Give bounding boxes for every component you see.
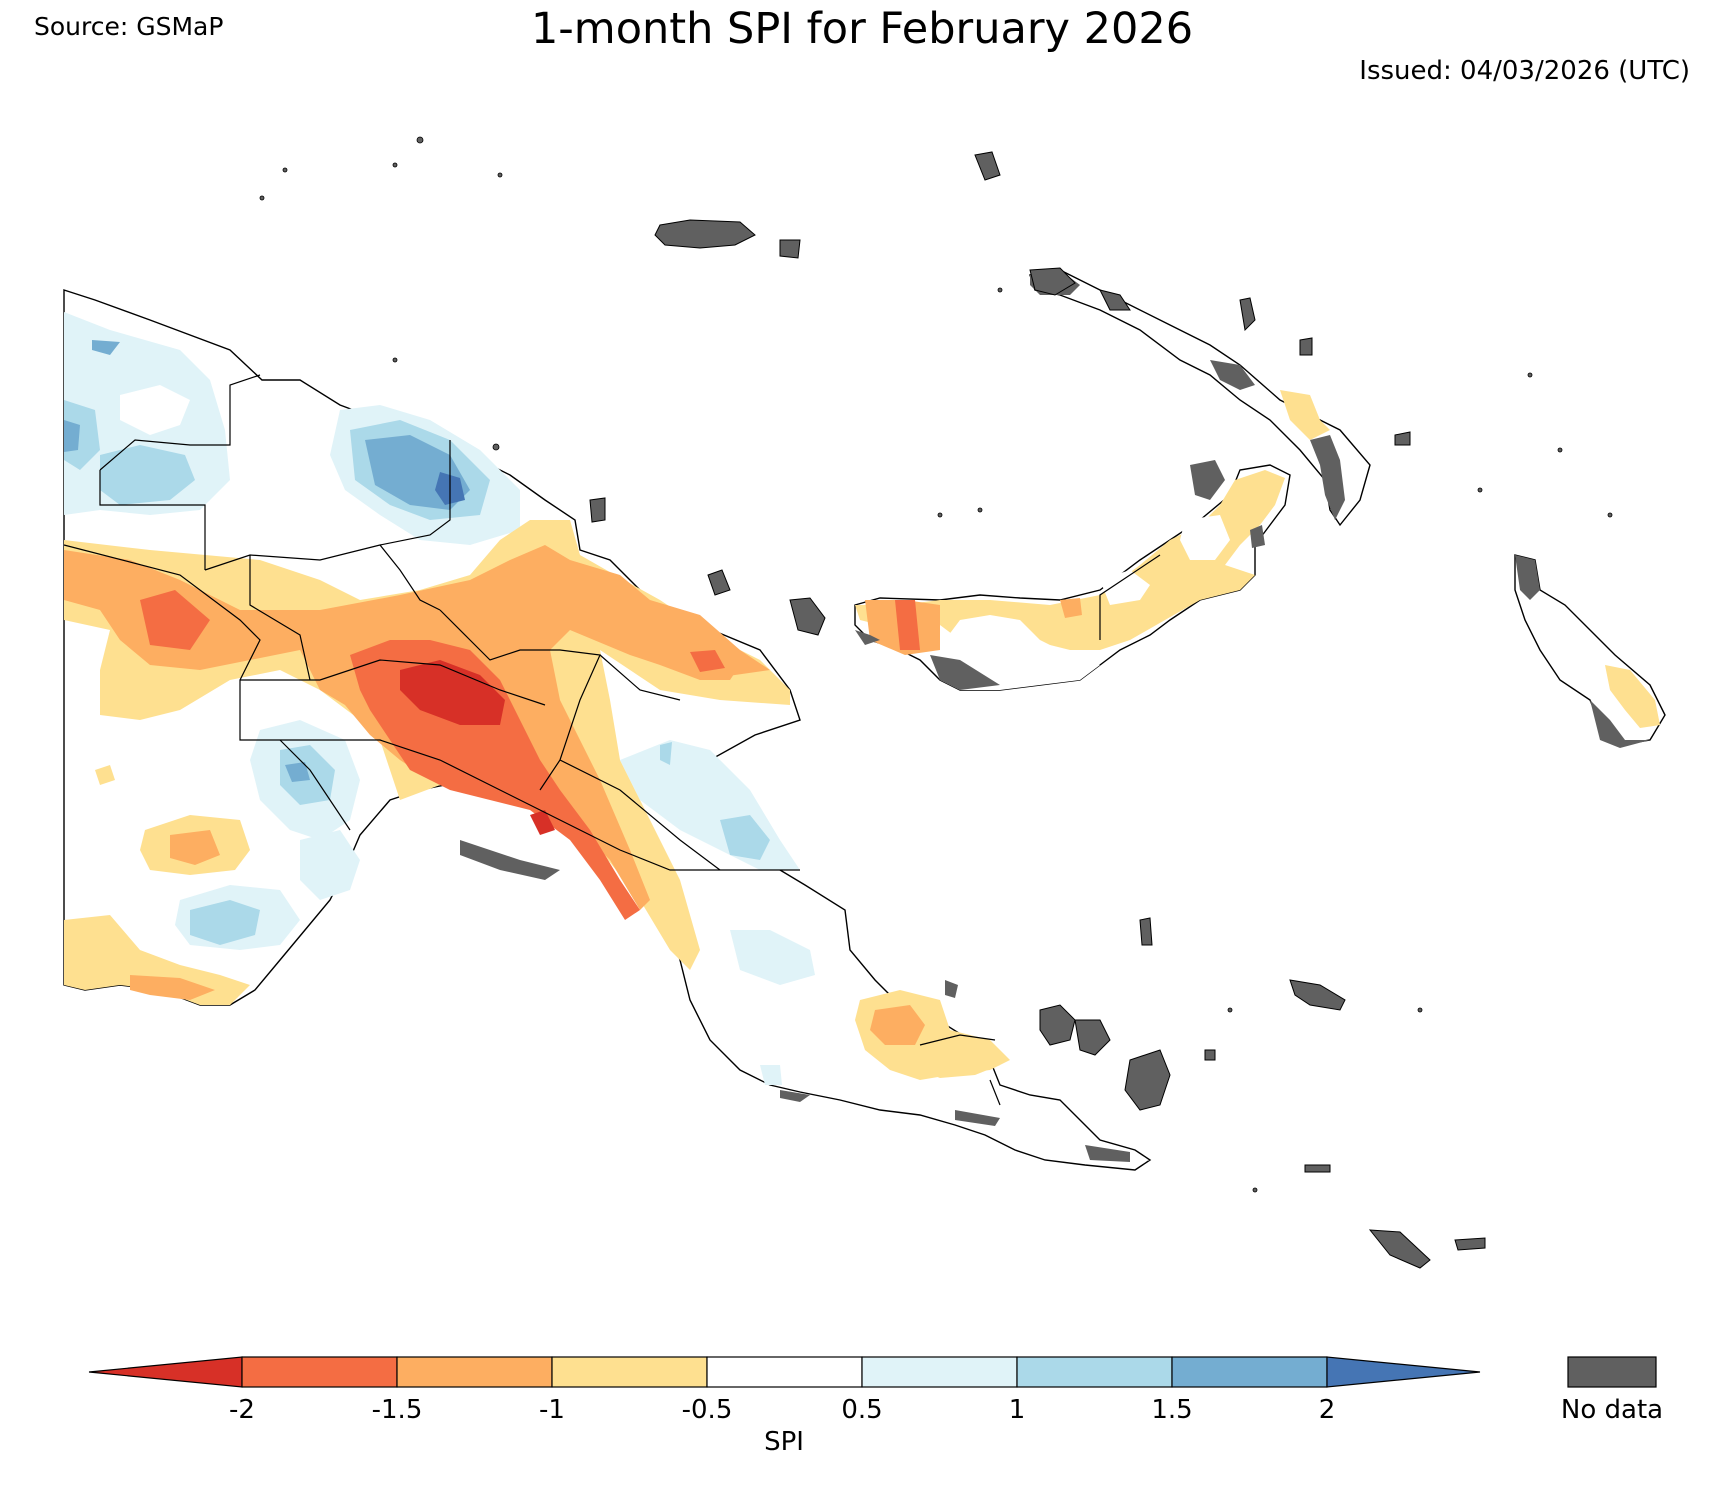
colorbar-tick-8: 2 <box>1319 1395 1336 1425</box>
new-britain <box>854 460 1291 691</box>
colorbar-bin-n2 <box>241 1356 398 1388</box>
bougainville-nodata <box>1515 555 1540 600</box>
zone-red-main <box>400 660 505 725</box>
new-ireland-nodata-mid <box>1210 360 1255 390</box>
new-ireland-nodata-s <box>1310 435 1345 520</box>
colorbar-label: SPI <box>764 1427 804 1457</box>
issued-date: Issued: 04/03/2026 (UTC) <box>1359 56 1690 86</box>
new-britain-nodata <box>930 655 1000 690</box>
no-data-coast-se3 <box>1085 1145 1130 1162</box>
no-data-coast-se2 <box>955 1110 1000 1126</box>
zone-orange-sw <box>170 830 220 865</box>
new-britain-yellow <box>855 470 1285 655</box>
no-data-label: No data <box>1561 1395 1663 1425</box>
new-britain-white2 <box>1100 570 1150 605</box>
map-title: 1-month SPI for February 2026 <box>530 4 1194 54</box>
mainland <box>63 289 1152 1171</box>
no-data-coast-se <box>780 1090 810 1102</box>
zone-blue-east2 <box>660 742 672 765</box>
zone-red-orange-central <box>140 590 210 650</box>
zone-blue-east <box>720 815 770 860</box>
zone-yellow-s <box>64 915 250 1005</box>
bougainville-nodata2 <box>1590 700 1650 748</box>
zone-blue-west-2 <box>64 400 100 470</box>
colorbar-tick-3: -1 <box>539 1395 565 1425</box>
bougainville-yellow <box>1605 665 1660 728</box>
colorbar-tick-4: -0.5 <box>682 1395 733 1425</box>
zone-blue-sw3 <box>190 900 260 945</box>
zone-light-blue-se2 <box>760 1065 782 1085</box>
new-britain-orange2 <box>1060 598 1082 618</box>
new-britain-boundary <box>1099 554 1161 640</box>
colorbar-bin-n05 <box>706 1356 863 1388</box>
colorbar-bin-p1 <box>1016 1356 1173 1388</box>
zone-yellow-se2 <box>920 1045 1000 1078</box>
colorbar-bin-n15 <box>396 1356 553 1388</box>
province-boundaries <box>63 374 1001 1106</box>
no-data-coast-e <box>945 980 958 998</box>
zone-light-blue-se <box>730 930 815 985</box>
no-data-coast-s <box>460 840 560 880</box>
no-data-swatch <box>1567 1356 1657 1388</box>
zone-mid-blue-west-2 <box>92 340 120 355</box>
new-britain-nodata3 <box>1250 525 1265 548</box>
colorbar-bin-p05 <box>861 1356 1018 1388</box>
no-data-legend: No data <box>1561 1356 1663 1425</box>
colorbar-extend-low <box>88 1356 243 1388</box>
zone-red-south <box>530 810 555 835</box>
spi-contours-mainland <box>64 312 1130 1162</box>
new-ireland-yellow <box>1280 390 1330 440</box>
new-ireland <box>1029 269 1371 527</box>
no-data-islands <box>589 151 1486 1269</box>
new-britain-white3 <box>1180 515 1230 560</box>
zone-white-west <box>120 385 190 435</box>
source-label: Source: GSMaP <box>34 12 224 41</box>
new-britain-nodata2 <box>1190 460 1225 500</box>
zone-orange-s <box>130 975 215 1000</box>
zone-orange-se <box>870 1005 925 1045</box>
colorbar-bin-n1 <box>551 1356 708 1388</box>
new-britain-red-orange <box>895 600 920 650</box>
colorbar: -2 -1.5 -1 -0.5 0.5 1 1.5 2 SPI <box>88 1356 1481 1457</box>
bougainville <box>1514 554 1666 748</box>
zone-mid-blue-west <box>64 420 80 452</box>
zone-blue-west <box>100 445 195 505</box>
colorbar-tick-2: -1.5 <box>372 1395 423 1425</box>
zone-red-orange-east <box>690 650 725 672</box>
zone-yellow-s2 <box>95 765 115 785</box>
small-islets <box>259 136 1613 1193</box>
zone-light-blue-sw2 <box>300 830 360 900</box>
colorbar-tick-5: 0.5 <box>841 1395 882 1425</box>
colorbar-extend-high <box>1326 1356 1481 1388</box>
colorbar-bin-p15 <box>1171 1356 1328 1388</box>
colorbar-tick-1: -2 <box>229 1395 255 1425</box>
colorbar-tick-7: 1.5 <box>1151 1395 1192 1425</box>
new-britain-nodata4 <box>855 630 880 645</box>
colorbar-tick-6: 1 <box>1009 1395 1026 1425</box>
zone-mid-blue-sw <box>285 762 310 782</box>
